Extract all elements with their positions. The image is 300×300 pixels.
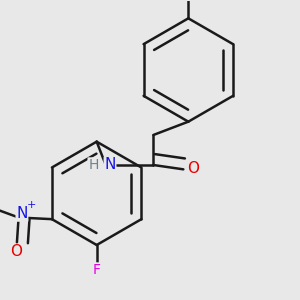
Text: +: + [27,200,36,210]
Text: N: N [16,206,28,221]
Text: H: H [88,158,98,172]
Text: O: O [187,161,199,176]
Text: O: O [10,244,22,259]
Text: N: N [104,158,116,172]
Text: F: F [93,263,101,277]
